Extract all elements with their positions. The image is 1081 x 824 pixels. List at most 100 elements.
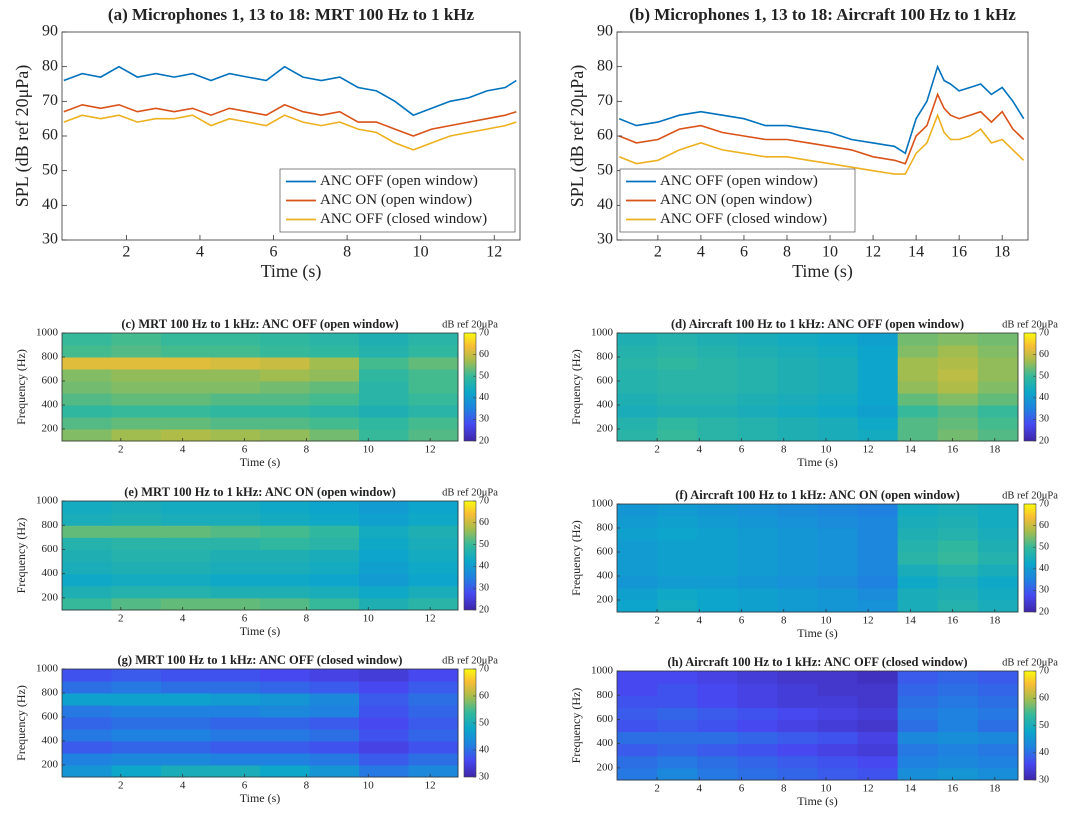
heatmap-cell [897, 707, 939, 720]
y-tick-label: 1000 [36, 663, 59, 675]
heatmap-cell [777, 393, 818, 406]
colorbar-tick-label: 70 [479, 495, 489, 506]
heatmap-cell [857, 588, 899, 601]
heatmap-cell [260, 345, 310, 358]
x-tick-label: 12 [863, 444, 874, 456]
heatmap-cell [937, 600, 979, 613]
y-tick-label: 800 [42, 519, 59, 531]
heatmap-cell [210, 501, 261, 514]
heatmap-cell [161, 729, 211, 742]
y-tick-label: 600 [597, 375, 614, 387]
heatmap-cell [817, 333, 859, 346]
heatmap-cell [111, 741, 162, 754]
heatmap-cell [210, 525, 261, 538]
heatmap-cell [937, 504, 979, 517]
heatmap-cell [408, 369, 459, 382]
heatmap-cell [210, 513, 261, 526]
colorbar-tick-label: 60 [1039, 349, 1049, 360]
heatmap-cell [111, 753, 162, 766]
heatmap-cell [617, 719, 658, 733]
heatmap-cell [697, 767, 738, 781]
heatmap-cell [697, 405, 738, 418]
x-tick-label: 16 [947, 444, 959, 456]
heatmap-cell [161, 573, 211, 587]
heatmap-cell [697, 576, 738, 589]
heatmap-cell [897, 600, 939, 613]
x-tick-label: 4 [697, 615, 703, 627]
heatmap-cell [617, 405, 658, 418]
heatmap-cell [897, 564, 939, 577]
heatmap-cell [359, 717, 409, 730]
heatmap-cell [210, 357, 261, 370]
heatmap-cell [161, 357, 211, 370]
heatmap-cell [408, 345, 459, 358]
heatmap-cell [737, 600, 778, 613]
heatmap-cell [210, 585, 261, 599]
y-tick-label: 1000 [36, 495, 59, 507]
heatmap-cell [657, 429, 698, 442]
heatmap-cell [777, 564, 818, 577]
heatmap-cell [408, 717, 459, 730]
heatmap-cell [777, 528, 818, 541]
heatmap-cell [111, 573, 162, 587]
heatmap-cell [260, 381, 310, 394]
heatmap-cell [977, 695, 1019, 708]
data-line [618, 112, 1025, 175]
x-tick-label: 6 [242, 613, 248, 625]
heatmap-cell [210, 753, 261, 766]
y-tick-label: 200 [597, 423, 614, 435]
colorbar-tick-label: 70 [479, 663, 489, 674]
heatmap-cell [697, 369, 738, 382]
heatmap-cell [817, 393, 859, 406]
heatmap-cell [937, 540, 979, 553]
x-tick-label: 12 [865, 244, 881, 261]
y-tick-label: 400 [597, 737, 614, 749]
colorbar-tick-label: 60 [479, 690, 489, 701]
heatmap-cell [977, 564, 1019, 577]
heatmap-cell [777, 576, 818, 589]
heatmap-cell [408, 381, 459, 394]
heatmap-cell [309, 549, 360, 563]
heatmap-cell [937, 731, 979, 745]
y-tick-label: 400 [42, 735, 59, 747]
colorbar-tick-label: 50 [1039, 370, 1049, 381]
y-tick-label: 400 [597, 399, 614, 411]
heatmap-cell [857, 405, 899, 418]
heatmap-cell [111, 513, 162, 526]
heatmap-cell [737, 369, 778, 382]
heatmap-cell [937, 381, 979, 394]
heatmap-cell [210, 765, 261, 778]
heatmap-cell [977, 767, 1019, 781]
heatmap-cell [617, 393, 658, 406]
heatmap-cell [737, 671, 778, 684]
x-tick-label: 6 [739, 444, 745, 456]
heatmap-cell [777, 381, 818, 394]
heatmap-cell [161, 765, 211, 778]
heatmap-cell [359, 597, 409, 611]
colorbar-tick-label: 40 [479, 561, 489, 572]
heatmap-cell [857, 600, 899, 613]
heatmap-cell [857, 417, 899, 430]
y-tick-label: 50 [42, 161, 58, 178]
y-tick-label: 1000 [591, 665, 614, 677]
heatmap-cell [617, 755, 658, 769]
heatmap-cell [737, 333, 778, 346]
x-tick-label: 18 [989, 783, 1001, 795]
y-tick-label: 600 [42, 375, 59, 387]
heatmap-cell [697, 588, 738, 601]
heatmap-cell [210, 693, 261, 706]
colorbar-tick-label: 50 [1039, 720, 1049, 731]
heatmap-cell [408, 681, 459, 694]
y-tick-label: 40 [42, 196, 58, 213]
heatmap-cell [210, 717, 261, 730]
x-axis-label: Time (s) [240, 455, 281, 469]
heatmap-cell [737, 528, 778, 541]
axes-frame [616, 670, 1019, 781]
heatmap-cell [977, 381, 1019, 394]
heatmap-cell [210, 561, 261, 575]
heatmap-cell [210, 549, 261, 563]
y-tick-label: 400 [42, 399, 59, 411]
heatmap-cell [111, 525, 162, 538]
heatmap-cell [161, 717, 211, 730]
heatmap-cell [777, 333, 818, 346]
